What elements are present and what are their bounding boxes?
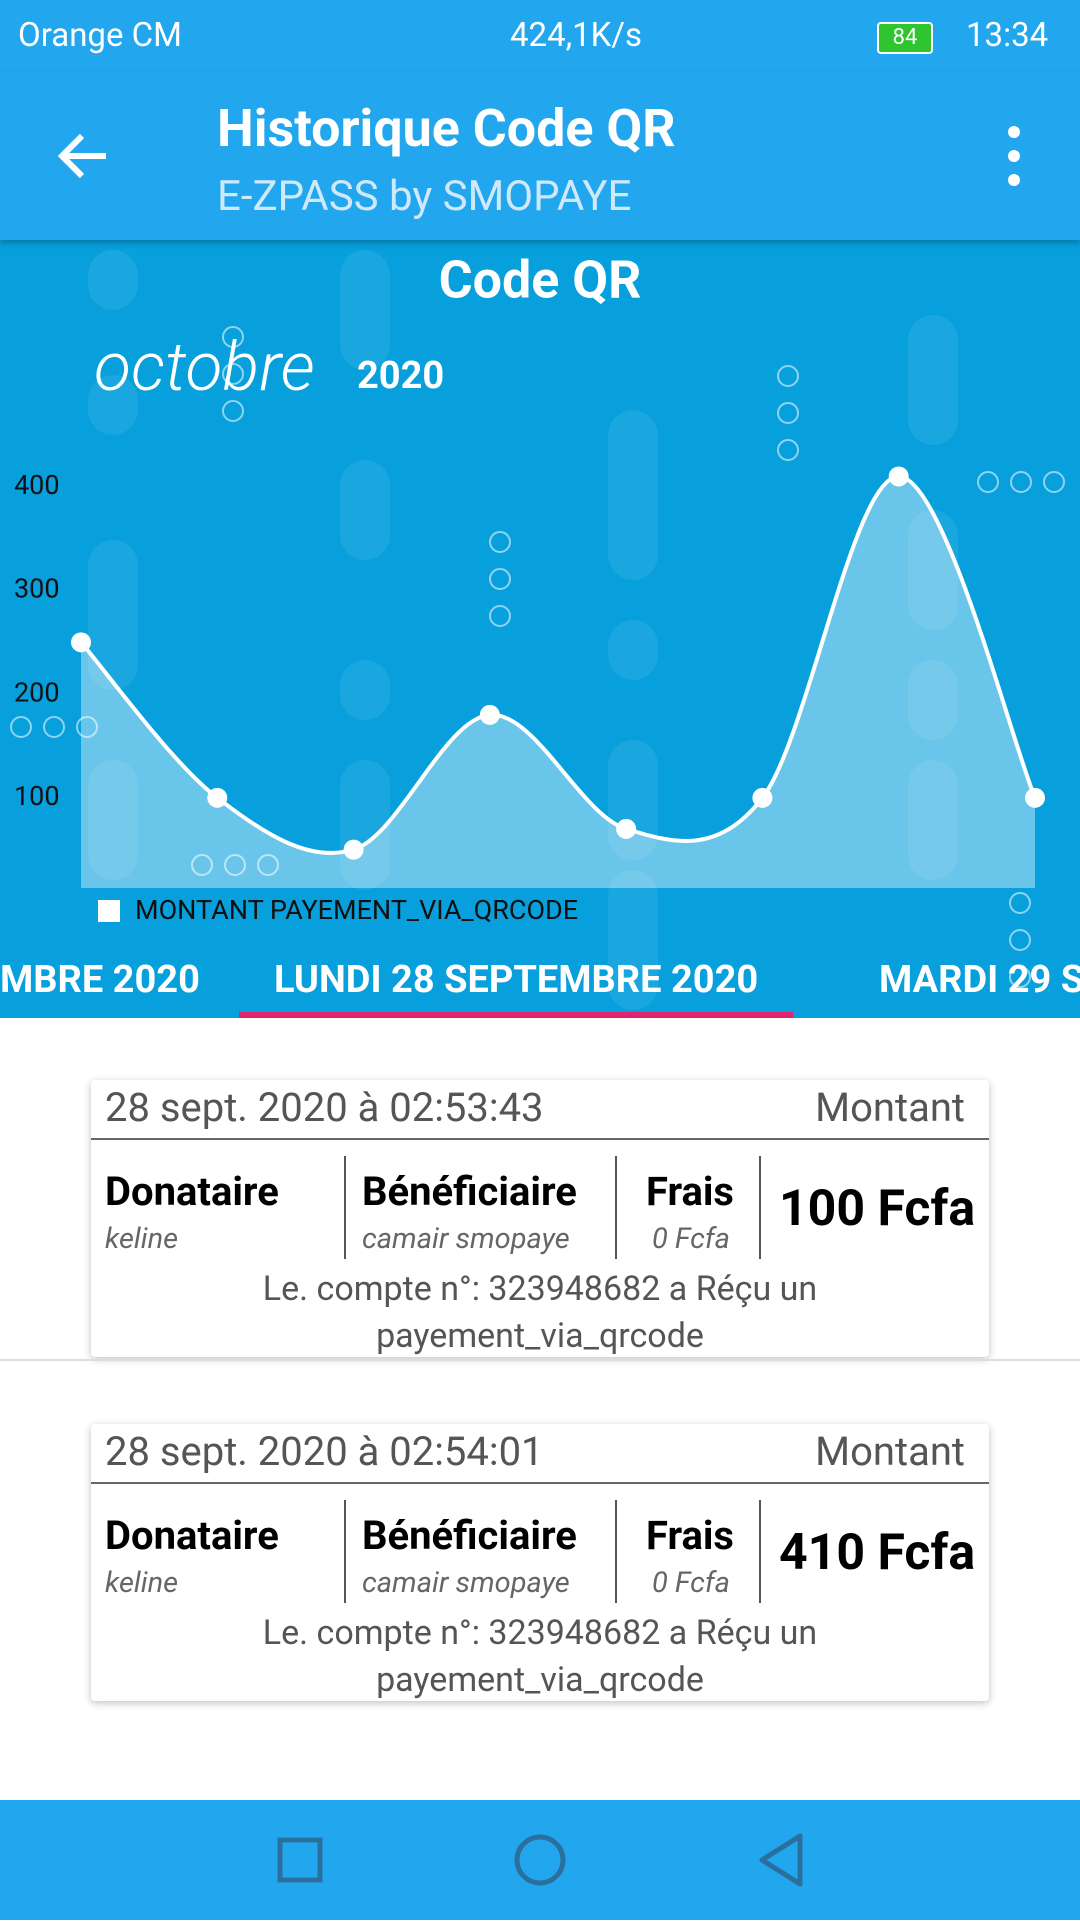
app-bar: Historique Code QR E-ZPASS by SMOPAYE [0,72,1080,240]
battery: 84 [877,22,933,54]
point [888,466,909,487]
amount: 410 Fcfa [779,1524,976,1582]
point [343,839,364,860]
transaction-card[interactable]: 28 sept. 2020 à 02:54:01 Montant Donataire… [91,1424,989,1701]
card-header [91,1080,989,1140]
y-tick-label: 300 [14,573,60,605]
separator [615,1500,617,1603]
amount-header: Montant [815,1084,965,1131]
tab[interactable]: MARDI 29 S [879,958,1080,1002]
beneficiary: camair smopaye [362,1222,570,1256]
separator [615,1156,617,1259]
transaction-card[interactable]: 28 sept. 2020 à 02:53:43 Montant Donataire… [91,1080,989,1357]
legend-label: MONTANT PAYEMENT_VIA_QRCODE [135,894,578,926]
clock: 13:34 [966,16,1049,55]
y-tick-label: 400 [14,469,60,501]
background-circles [10,326,1065,988]
fee: 0 Fcfa [652,1222,730,1256]
amount-header: Montant [815,1428,965,1475]
tab[interactable]: LUNDI 28 SEPTEMBRE 2020 [274,958,758,1002]
point [479,704,500,725]
y-tick-label: 100 [14,780,60,812]
recent-apps-button[interactable] [277,1837,323,1883]
donor-label: Donataire [105,1512,279,1559]
divider [0,1359,1080,1361]
separator [344,1156,346,1259]
area [81,476,1035,888]
donor: keline [105,1222,179,1256]
datetime: 28 sept. 2020 à 02:54:01 [105,1428,544,1475]
datetime: 28 sept. 2020 à 02:53:43 [105,1084,544,1131]
description: Le. compte n°: 323948682 a Réçu un payem… [262,1613,818,1700]
fee-label: Frais [646,1168,734,1215]
point [207,787,228,808]
point [1025,787,1045,808]
donor: keline [105,1566,179,1600]
point [752,787,773,808]
status-bar: Orange CM 424,1K/s 84 13:34 [0,0,1080,72]
beneficiary-label: Bénéficiaire [362,1512,577,1559]
net-speed: 424,1K/s [510,16,643,55]
tab-indicator [239,1012,794,1018]
carrier: Orange CM [18,16,182,55]
tab[interactable]: MBRE 2020 [0,958,200,1002]
card-header [91,1424,989,1484]
point [71,632,91,653]
background-decor [88,250,958,1010]
app-subtitle: E-ZPASS by SMOPAYE [217,172,632,221]
separator [759,1156,761,1259]
app-title: Historique Code QR [217,98,676,159]
chart-title: Code QR [439,250,642,311]
beneficiary: camair smopaye [362,1566,570,1600]
chart: Code QR octobre 2020 100 200 300 400 MONTANT… [0,240,1080,1018]
legend-swatch [98,900,120,922]
donor-label: Donataire [105,1168,279,1215]
fee-label: Frais [646,1512,734,1559]
point [616,818,637,839]
menu-button[interactable] [1000,124,1028,188]
separator [759,1500,761,1603]
nav-icons [277,1833,803,1887]
fee: 0 Fcfa [652,1566,730,1600]
amount: 100 Fcfa [779,1180,976,1238]
chart-background [0,240,1080,1018]
back-button[interactable] [56,128,112,184]
back-nav-button[interactable] [759,1833,803,1887]
home-button[interactable] [514,1834,566,1886]
chart-year: 2020 [357,354,444,398]
navigation-bar [0,1800,1080,1920]
separator [344,1500,346,1603]
beneficiary-label: Bénéficiaire [362,1168,577,1215]
chart-month: octobre [94,327,315,407]
description: Le. compte n°: 323948682 a Réçu un payem… [262,1269,818,1356]
y-tick-label: 200 [14,676,60,708]
